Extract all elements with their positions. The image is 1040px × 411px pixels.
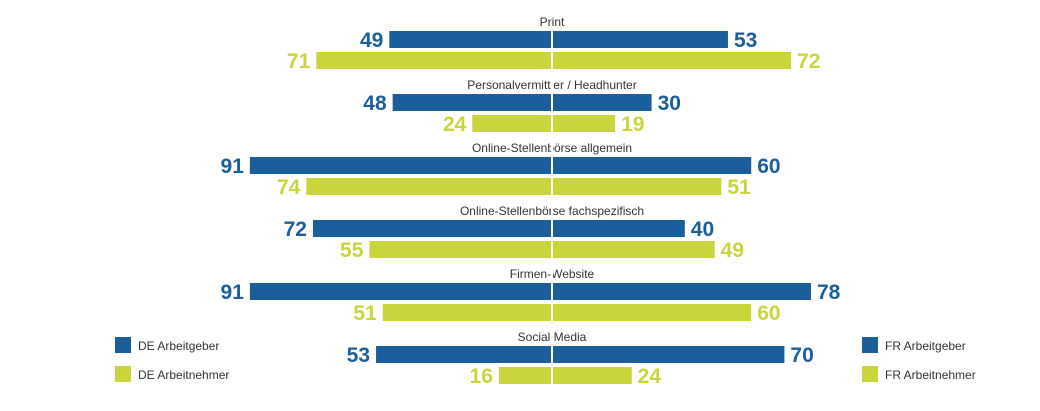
bar xyxy=(498,367,552,384)
legend-swatch xyxy=(862,337,878,353)
legend-label: FR Arbeitgeber xyxy=(885,339,966,353)
bar xyxy=(389,31,552,48)
category-label: Print xyxy=(540,15,565,29)
legend-label: DE Arbeitgeber xyxy=(138,339,219,353)
legend-swatch xyxy=(862,366,878,382)
data-label: 24 xyxy=(638,365,662,388)
data-label: 49 xyxy=(360,29,383,52)
data-label: 71 xyxy=(287,50,311,73)
data-label: 40 xyxy=(691,218,714,241)
data-label: 91 xyxy=(221,155,245,178)
data-label: 49 xyxy=(721,239,744,262)
data-label: 53 xyxy=(347,344,370,367)
data-label: 16 xyxy=(470,365,493,388)
bar xyxy=(552,94,652,111)
data-label: 70 xyxy=(790,344,813,367)
bar xyxy=(392,94,552,111)
data-label: 51 xyxy=(727,176,751,199)
data-label: 78 xyxy=(817,281,841,304)
bar xyxy=(552,220,685,237)
bar xyxy=(552,52,792,69)
legend-swatch xyxy=(115,337,131,353)
bar xyxy=(249,157,552,174)
legend-label: FR Arbeitnehmer xyxy=(885,368,976,382)
data-label: 24 xyxy=(443,113,467,136)
legend-label: DE Arbeitnehmer xyxy=(138,368,229,382)
bar xyxy=(382,304,552,321)
bar xyxy=(552,178,722,195)
bar xyxy=(552,283,811,300)
bar xyxy=(552,157,752,174)
data-label: 55 xyxy=(340,239,364,262)
bar xyxy=(472,115,552,132)
bar xyxy=(249,283,552,300)
data-label: 72 xyxy=(797,50,820,73)
bar xyxy=(376,346,552,363)
bar xyxy=(306,178,552,195)
data-label: 72 xyxy=(284,218,307,241)
bar xyxy=(552,304,752,321)
data-label: 60 xyxy=(757,302,780,325)
bar xyxy=(552,367,632,384)
data-label: 53 xyxy=(734,29,757,52)
data-label: 91 xyxy=(221,281,245,304)
bar xyxy=(552,115,616,132)
data-label: 48 xyxy=(363,92,387,115)
bar xyxy=(552,346,785,363)
data-label: 51 xyxy=(353,302,377,325)
data-label: 74 xyxy=(277,176,301,199)
bar xyxy=(369,241,552,258)
bar xyxy=(312,220,552,237)
data-label: 19 xyxy=(621,113,644,136)
bar xyxy=(552,31,728,48)
bar xyxy=(316,52,552,69)
legend-swatch xyxy=(115,366,131,382)
data-label: 30 xyxy=(658,92,681,115)
bar xyxy=(552,241,715,258)
data-label: 60 xyxy=(757,155,780,178)
